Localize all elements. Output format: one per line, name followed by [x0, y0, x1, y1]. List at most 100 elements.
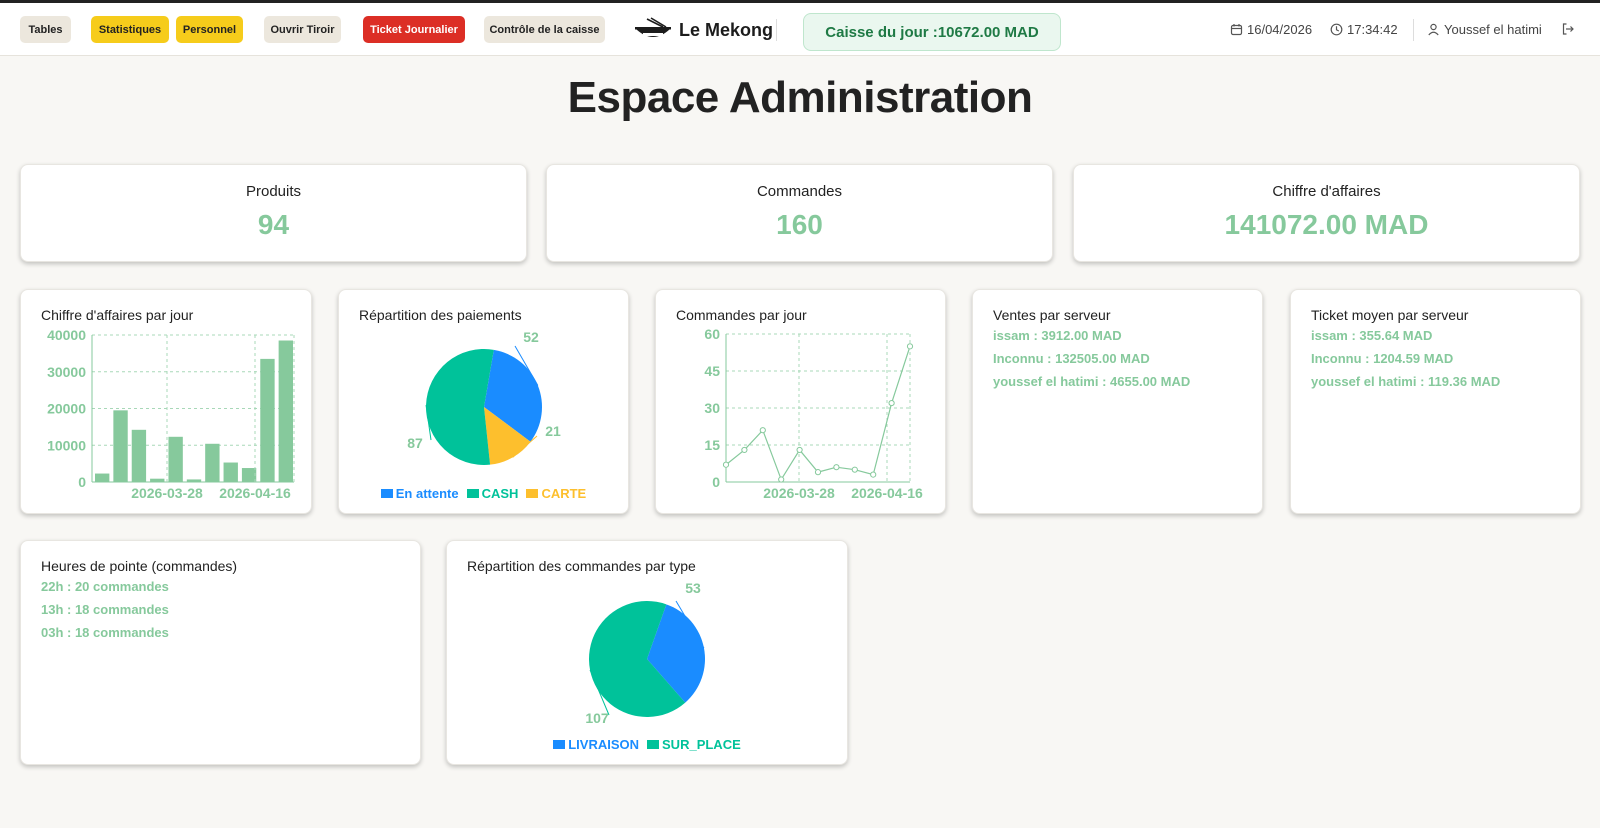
y-tick-label: 60 [704, 326, 720, 342]
legend-label: En attente [395, 486, 459, 501]
pie-label-leader [512, 435, 538, 458]
stat-value: 94 [257, 209, 290, 240]
top-navigation-bar: Tables Statistiques Personnel Ouvrir Tir… [0, 3, 1600, 56]
nav-statistiques-button[interactable]: Statistiques [91, 16, 169, 43]
legend-item[interactable]: CASH [466, 486, 519, 501]
bar [95, 473, 110, 482]
data-point [851, 466, 858, 473]
stat-label: Commandes [756, 183, 843, 200]
data-point [796, 446, 803, 454]
y-tick-label: 20000 [47, 401, 86, 417]
bar [278, 340, 293, 482]
nav-controle-caisse-button[interactable]: Contrôle de la caisse [484, 16, 605, 43]
commandes-par-type-card: Répartition des commandes par type 53 107… [446, 540, 848, 765]
ca-par-jour-bar-chart: 0 10000 20000 30000 40000 2026-03-28 2026-04-1… [47, 327, 295, 501]
pie-slice-label: 21 [545, 423, 561, 439]
pie-slice [647, 604, 705, 703]
stat-value: 160 [776, 209, 823, 240]
bowl-logo-icon [635, 17, 671, 37]
ventes-serveur-list: issam : 3912.00 MAD Inconnu : 132505.00 … [993, 328, 1190, 397]
caisse-du-jour-badge: Caisse du jour : 10672.00 MAD [803, 13, 1061, 51]
bar [168, 436, 183, 482]
user-name: Youssef el hatimi [1444, 22, 1542, 37]
pie-slice [426, 349, 494, 465]
stat-card-commandes: Commandes 160 [546, 164, 1053, 262]
bar [241, 468, 257, 482]
commandes-par-jour-card: Commandes par jour 0 15 30 45 60 2026-03-28 20… [655, 289, 946, 514]
nav-personnel-button[interactable]: Personnel [176, 16, 243, 43]
bar [223, 462, 238, 482]
stat-label: Chiffre d'affaires [1272, 183, 1381, 200]
card-title: Répartition des paiements [359, 307, 522, 323]
y-tick-label: 30 [704, 400, 720, 416]
pie-slice [484, 407, 531, 465]
legend-item[interactable]: LIVRAISON [553, 737, 639, 752]
list-item: Inconnu : 132505.00 MAD [993, 351, 1150, 366]
date-display: 16/04/2026 [1230, 22, 1312, 37]
legend-item[interactable]: CARTE [526, 486, 586, 501]
commandes-type-pie-chart: 53 107 [585, 580, 705, 726]
legend-swatch [526, 489, 539, 498]
brand-logo[interactable]: Le Mekong [633, 17, 773, 43]
legend-swatch [466, 489, 479, 498]
calendar-icon [1230, 24, 1243, 36]
legend-swatch [553, 740, 566, 749]
legend-item[interactable]: En attente [380, 486, 459, 501]
pie-label-leader [514, 345, 539, 386]
bar [150, 478, 165, 482]
nav-ouvrir-tiroir-button[interactable]: Ouvrir Tiroir [264, 16, 341, 43]
heures-pointe-list: 22h : 20 commandes 13h : 18 commandes 03… [41, 579, 169, 648]
pie-slice [589, 601, 686, 717]
legend-swatch [380, 489, 393, 498]
legend-label: LIVRAISON [568, 737, 640, 752]
card-title: Heures de pointe (commandes) [41, 558, 238, 574]
data-point [906, 343, 914, 350]
data-point [741, 446, 748, 454]
bar [113, 410, 128, 482]
legend-label: CARTE [541, 486, 587, 501]
heures-pointe-card: Heures de pointe (commandes) 22h : 20 co… [20, 540, 421, 765]
data-point [870, 471, 877, 478]
pie-slice-label: 52 [523, 329, 539, 345]
y-tick-label: 0 [712, 474, 720, 490]
list-item: issam : 355.64 MAD [1311, 328, 1433, 343]
pie-slice-label: 53 [685, 580, 701, 596]
logout-icon [1562, 23, 1574, 35]
list-item: Inconnu : 1204.59 MAD [1311, 351, 1454, 366]
nav-tables-button[interactable]: Tables [20, 16, 71, 43]
nav-ticket-journalier-button[interactable]: Ticket Journalier [363, 16, 465, 43]
data-point [814, 469, 822, 476]
x-tick-label: 2026-04-16 [851, 485, 923, 501]
pie-label-leader [425, 405, 432, 441]
user-display[interactable]: Youssef el hatimi [1427, 22, 1542, 37]
paiements-legend: En attente CASH CARTE [339, 486, 628, 501]
card-title: Répartition des commandes par type [467, 558, 696, 574]
brand-name: Le Mekong [679, 19, 774, 40]
x-tick-label: 2026-04-16 [219, 485, 291, 501]
bar [186, 479, 202, 482]
legend-label: CASH [481, 486, 519, 501]
stat-card-chiffre-affaires: Chiffre d'affaires 141072.00 MAD [1073, 164, 1580, 262]
legend-swatch [647, 740, 660, 749]
data-point [833, 464, 840, 471]
caisse-label: Caisse du jour : [825, 23, 938, 41]
data-point [888, 399, 895, 407]
x-tick-label: 2026-03-28 [131, 485, 203, 501]
pie-slice [484, 349, 542, 442]
list-item: 03h : 18 commandes [41, 625, 169, 640]
series-line [725, 346, 911, 481]
card-title: Commandes par jour [676, 307, 807, 323]
card-title: Ventes par serveur [993, 307, 1111, 323]
list-item: 13h : 18 commandes [41, 602, 169, 617]
y-tick-label: 45 [704, 363, 720, 379]
x-tick-label: 2026-03-28 [763, 485, 835, 501]
ca-par-jour-card: Chiffre d'affaires par jour 0 10000 20000 3… [20, 289, 312, 514]
logout-button[interactable] [1561, 22, 1579, 36]
list-item: issam : 3912.00 MAD [993, 328, 1122, 343]
user-icon [1428, 23, 1439, 36]
legend-label: SUR_PLACE [662, 737, 741, 752]
legend-item[interactable]: SUR_PLACE [647, 737, 741, 752]
pie-slice-label: 107 [585, 710, 609, 726]
ticket-moyen-card: Ticket moyen par serveur issam : 355.64 … [1290, 289, 1581, 514]
pie-label-leader [589, 669, 610, 716]
